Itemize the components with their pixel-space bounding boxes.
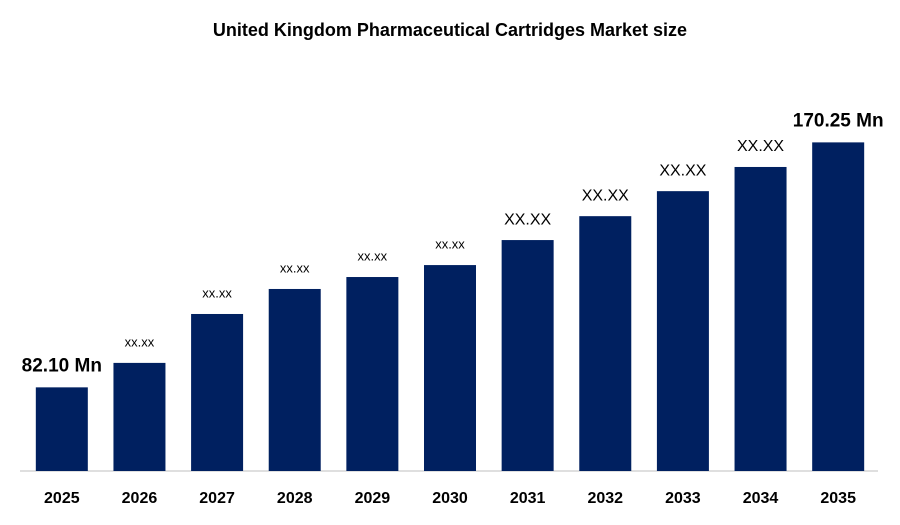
x-tick-label: 2032	[587, 490, 623, 507]
value-label: 170.25 Mn	[793, 110, 884, 131]
bar	[424, 265, 476, 471]
x-tick-label: 2033	[665, 490, 701, 507]
value-label: xx.xx	[280, 260, 310, 275]
x-tick-label: 2029	[355, 490, 391, 507]
bar	[734, 166, 787, 471]
bar	[501, 240, 554, 471]
value-label: XX.XX	[659, 162, 706, 179]
bar	[579, 216, 632, 471]
value-label: xx.xx	[202, 285, 232, 300]
bar	[346, 277, 399, 471]
chart-title: United Kingdom Pharmaceutical Cartridges…	[213, 20, 687, 40]
bar	[812, 142, 865, 472]
value-label: xx.xx	[435, 237, 465, 252]
value-label: XX.XX	[737, 138, 784, 155]
value-label: 82.10 Mn	[22, 355, 102, 376]
x-tick-label: 2030	[432, 490, 468, 507]
bar	[35, 387, 88, 471]
bar	[656, 191, 709, 472]
value-label: xx.xx	[125, 334, 155, 349]
x-tick-label: 2025	[44, 490, 80, 507]
x-tick-label: 2028	[277, 490, 313, 507]
bar	[191, 313, 244, 471]
value-label: xx.xx	[358, 248, 388, 263]
x-tick-label: 2026	[122, 490, 158, 507]
bar	[113, 362, 166, 471]
x-tick-label: 2034	[743, 490, 779, 507]
x-tick-label: 2027	[199, 490, 235, 507]
value-label: XX.XX	[504, 211, 551, 228]
x-tick-label: 2035	[820, 490, 856, 507]
bar	[268, 288, 321, 471]
value-label: XX.XX	[582, 187, 629, 204]
x-tick-label: 2031	[510, 490, 546, 507]
